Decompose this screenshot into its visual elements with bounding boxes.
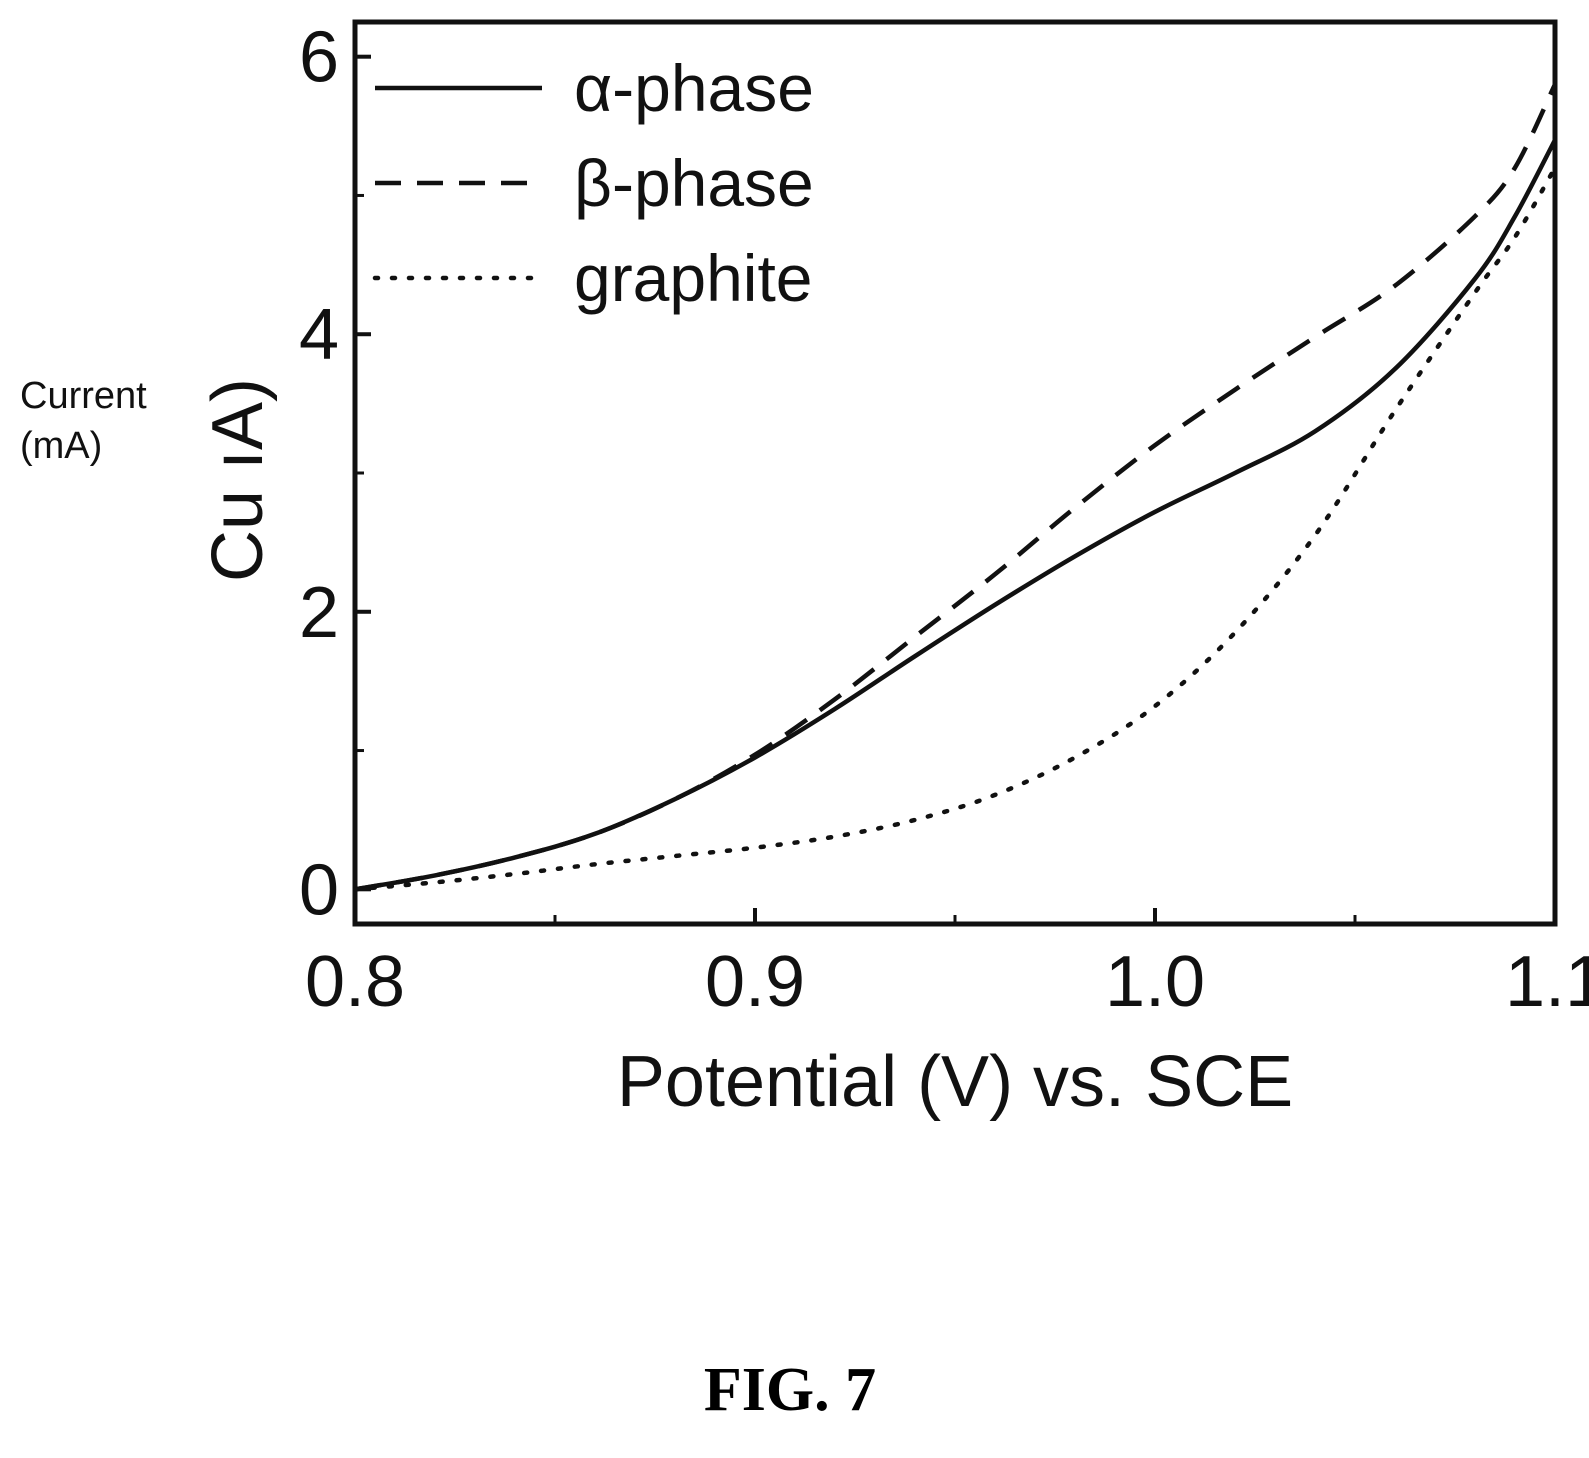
x-axis-title: Potential (V) vs. SCE [617, 1042, 1293, 1122]
tick-labels: 0.8 0.9 1.0 1.1 0 2 4 6 [299, 18, 1589, 1022]
series-line-1 [354, 138, 1557, 892]
legend-label-2: β-phase [574, 146, 814, 220]
legend: α-phase β-phase graphite [372, 51, 814, 315]
series-line-2 [354, 83, 1558, 892]
y-tick-label: 6 [299, 18, 339, 98]
y-tick-label: 2 [299, 573, 339, 653]
x-tick-label: 1.0 [1105, 942, 1205, 1022]
plot-area [352, 19, 1558, 927]
legend-label-3: graphite [574, 241, 813, 315]
series-layer [352, 83, 1558, 892]
ticks-layer [353, 54, 1557, 924]
side-annotation-line-1: Current [20, 375, 147, 417]
y-axis-title: Cu ıA) [198, 378, 278, 582]
legend-label-1: α-phase [574, 51, 814, 125]
x-tick-label: 0.8 [305, 942, 405, 1022]
series-line-3 [352, 165, 1558, 892]
figure-caption: FIG. 7 [704, 1356, 876, 1424]
y-tick-label: 4 [299, 295, 339, 375]
side-annotation-line-2: (mA) [20, 425, 102, 467]
x-tick-label: 0.9 [705, 942, 805, 1022]
axes-frame [352, 19, 1558, 927]
y-tick-label: 0 [299, 850, 339, 930]
x-tick-label: 1.1 [1505, 942, 1589, 1022]
